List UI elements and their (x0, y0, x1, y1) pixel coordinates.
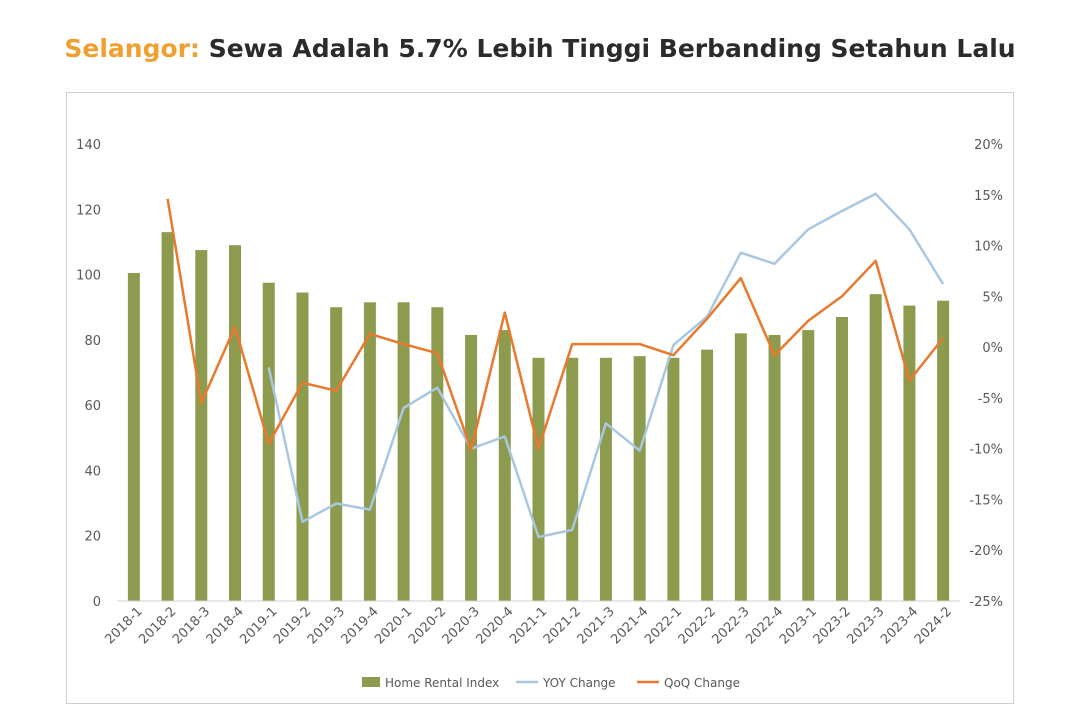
bar-home-rental-index (330, 307, 343, 601)
bar-home-rental-index (363, 302, 376, 601)
chart-title: Selangor: Sewa Adalah 5.7% Lebih Tinggi … (0, 34, 1080, 63)
y-right-tick-label: -25% (969, 595, 1003, 610)
title-text: Sewa Adalah 5.7% Lebih Tinggi Berbanding… (200, 34, 1016, 63)
bar-home-rental-index (431, 307, 444, 601)
bar-home-rental-index (195, 250, 208, 601)
title-region: Selangor: (64, 34, 201, 63)
bar-home-rental-index (734, 333, 747, 601)
bar-home-rental-index (768, 334, 781, 601)
bar-home-rental-index (633, 356, 646, 601)
y-left-tick-label: 20 (84, 530, 101, 545)
y-left-tick-label: 140 (76, 138, 101, 153)
bar-home-rental-index (465, 334, 478, 601)
y-left-tick-label: 120 (76, 203, 101, 218)
bar-home-rental-index (667, 357, 680, 601)
y-right-tick-label: 0% (982, 341, 1003, 356)
y-left-tick-label: 100 (76, 269, 101, 284)
y-left-tick-label: 40 (84, 464, 101, 479)
y-left-tick-label: 0 (93, 595, 101, 610)
y-right-tick-label: -20% (969, 544, 1003, 559)
bar-home-rental-index (566, 357, 579, 601)
legend-label: YOY Change (542, 676, 616, 690)
chart-frame (66, 92, 1014, 704)
bar-home-rental-index (903, 305, 916, 601)
legend-swatch-bar (362, 677, 380, 687)
y-left-tick-label: 60 (84, 399, 101, 414)
bar-home-rental-index (532, 357, 545, 601)
bar-home-rental-index (599, 357, 612, 601)
y-right-tick-label: -15% (969, 493, 1003, 508)
bar-home-rental-index (296, 292, 309, 601)
line-qoq-change (166, 198, 945, 451)
bar-home-rental-index (802, 330, 815, 601)
line-yoy-change (267, 192, 945, 539)
legend-label: Home Rental Index (385, 676, 499, 690)
y-right-tick-label: 5% (982, 290, 1003, 305)
bar-home-rental-index (869, 294, 882, 601)
y-right-tick-label: 15% (974, 189, 1003, 204)
bar-home-rental-index (701, 349, 714, 601)
bar-home-rental-index (498, 330, 511, 601)
bar-home-rental-index (161, 232, 174, 601)
bars-group (127, 232, 950, 601)
y-right-tick-label: -5% (978, 392, 1003, 407)
y-right-tick-label: 20% (974, 138, 1003, 153)
bar-home-rental-index (937, 300, 950, 601)
lines-group (166, 192, 945, 539)
bar-home-rental-index (127, 272, 140, 601)
y-right-tick-label: -10% (969, 443, 1003, 458)
y-right-tick-label: 10% (974, 240, 1003, 255)
bar-home-rental-index (397, 302, 410, 601)
bar-home-rental-index (835, 317, 848, 601)
legend-label: QoQ Change (664, 676, 740, 690)
legend: Home Rental Index YOY Change QoQ Change (362, 676, 740, 690)
y-left-tick-label: 80 (84, 334, 101, 349)
